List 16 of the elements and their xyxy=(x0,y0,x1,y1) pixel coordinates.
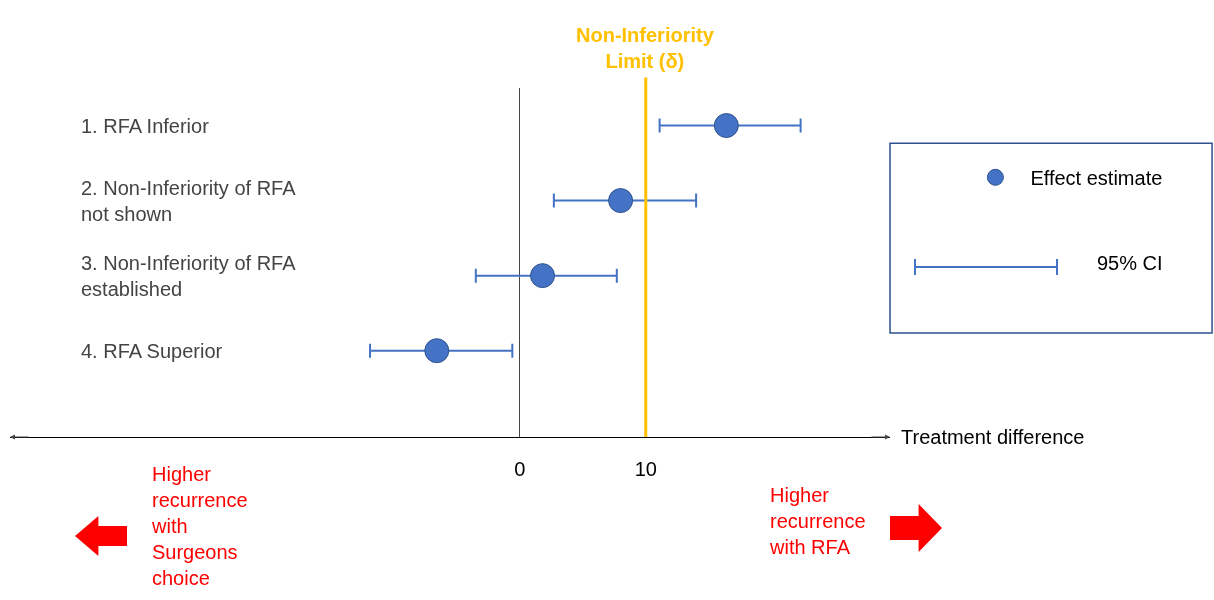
point xyxy=(713,113,739,139)
point xyxy=(424,338,450,364)
point xyxy=(608,188,634,214)
text: 95% CI xyxy=(1097,252,1163,274)
y-tick-label: 2. Non-Inferiority of RFA not shown xyxy=(81,176,297,225)
text: Higher recurrence with Surgeons choice xyxy=(151,463,248,589)
ref-line-label: Non-Inferiority Limit (δ) xyxy=(576,24,715,72)
y-tick-label: 1. RFA Inferior xyxy=(81,114,210,137)
point xyxy=(530,263,556,289)
legend-label: Effect estimate xyxy=(1030,167,1163,190)
x-axis-title: Treatment difference xyxy=(901,426,1085,448)
x-tick-label: 10 xyxy=(634,458,657,480)
x-tick-label: 0 xyxy=(514,458,526,480)
text: Higher recurrence with RFA xyxy=(769,484,866,558)
y-tick-label: 4. RFA Superior xyxy=(81,339,223,362)
y-tick-label: 3. Non-Inferiority of RFA established xyxy=(81,251,297,300)
